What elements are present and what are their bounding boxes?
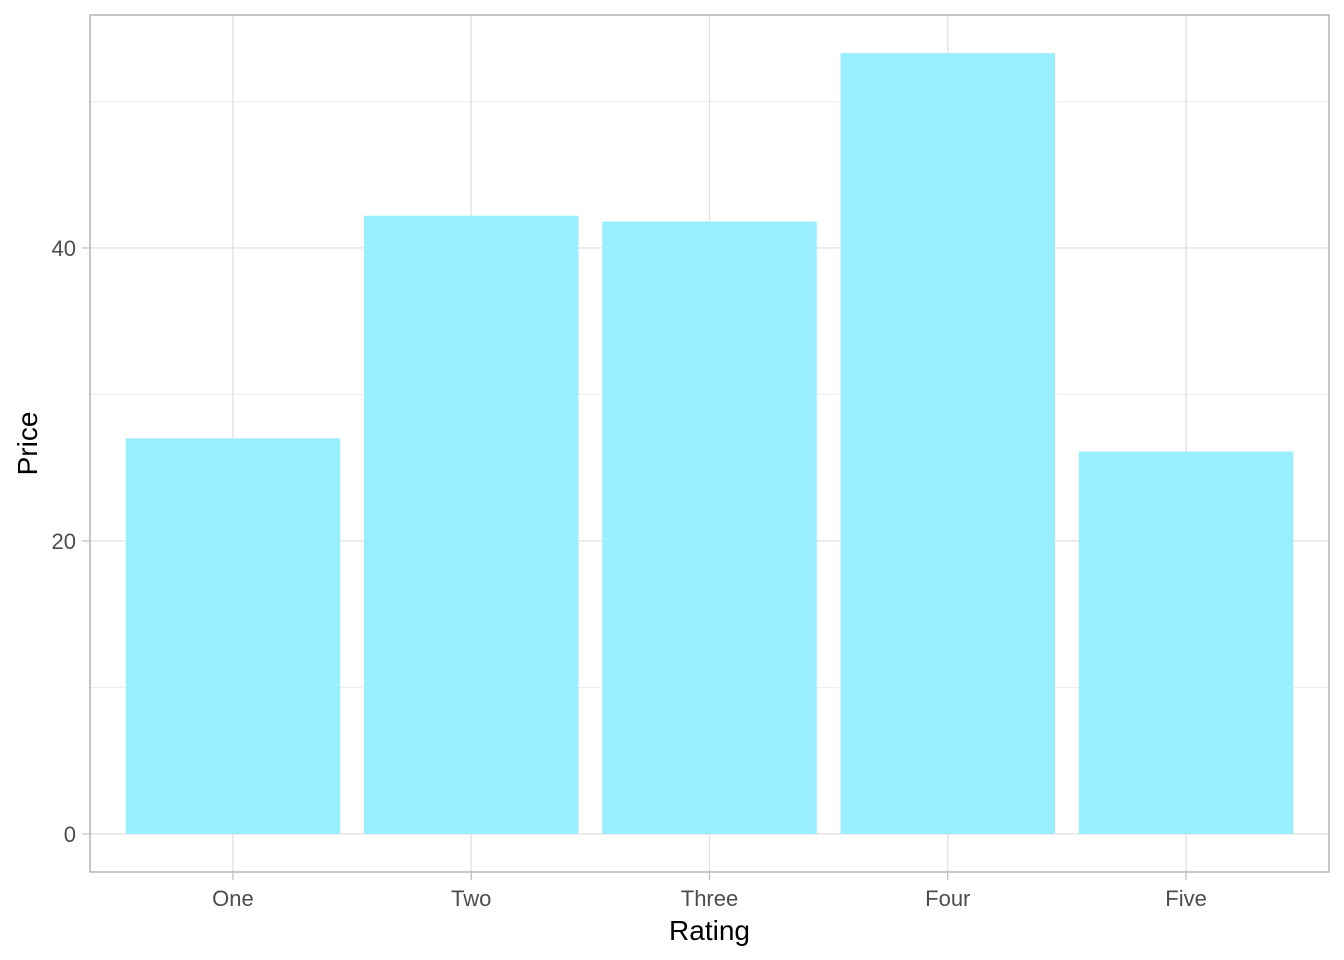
bar-two	[364, 215, 579, 834]
x-tick-label: One	[212, 886, 254, 911]
y-tick-label: 20	[52, 529, 76, 554]
x-tick-label: Two	[451, 886, 491, 911]
bar-four	[840, 53, 1055, 834]
x-tick-label: Five	[1165, 886, 1207, 911]
axis-ticks: 0 20 40 One Two Three Four Five	[52, 236, 1207, 911]
x-axis-title: Rating	[669, 915, 750, 946]
bar-one	[125, 438, 341, 834]
bar-five	[1078, 451, 1294, 834]
x-tick-label: Four	[925, 886, 970, 911]
x-tick-label: Three	[681, 886, 738, 911]
bars	[125, 53, 1294, 834]
y-tick-label: 0	[64, 822, 76, 847]
y-tick-label: 40	[52, 236, 76, 261]
bar-three	[602, 221, 817, 834]
y-axis-title: Price	[12, 412, 43, 476]
